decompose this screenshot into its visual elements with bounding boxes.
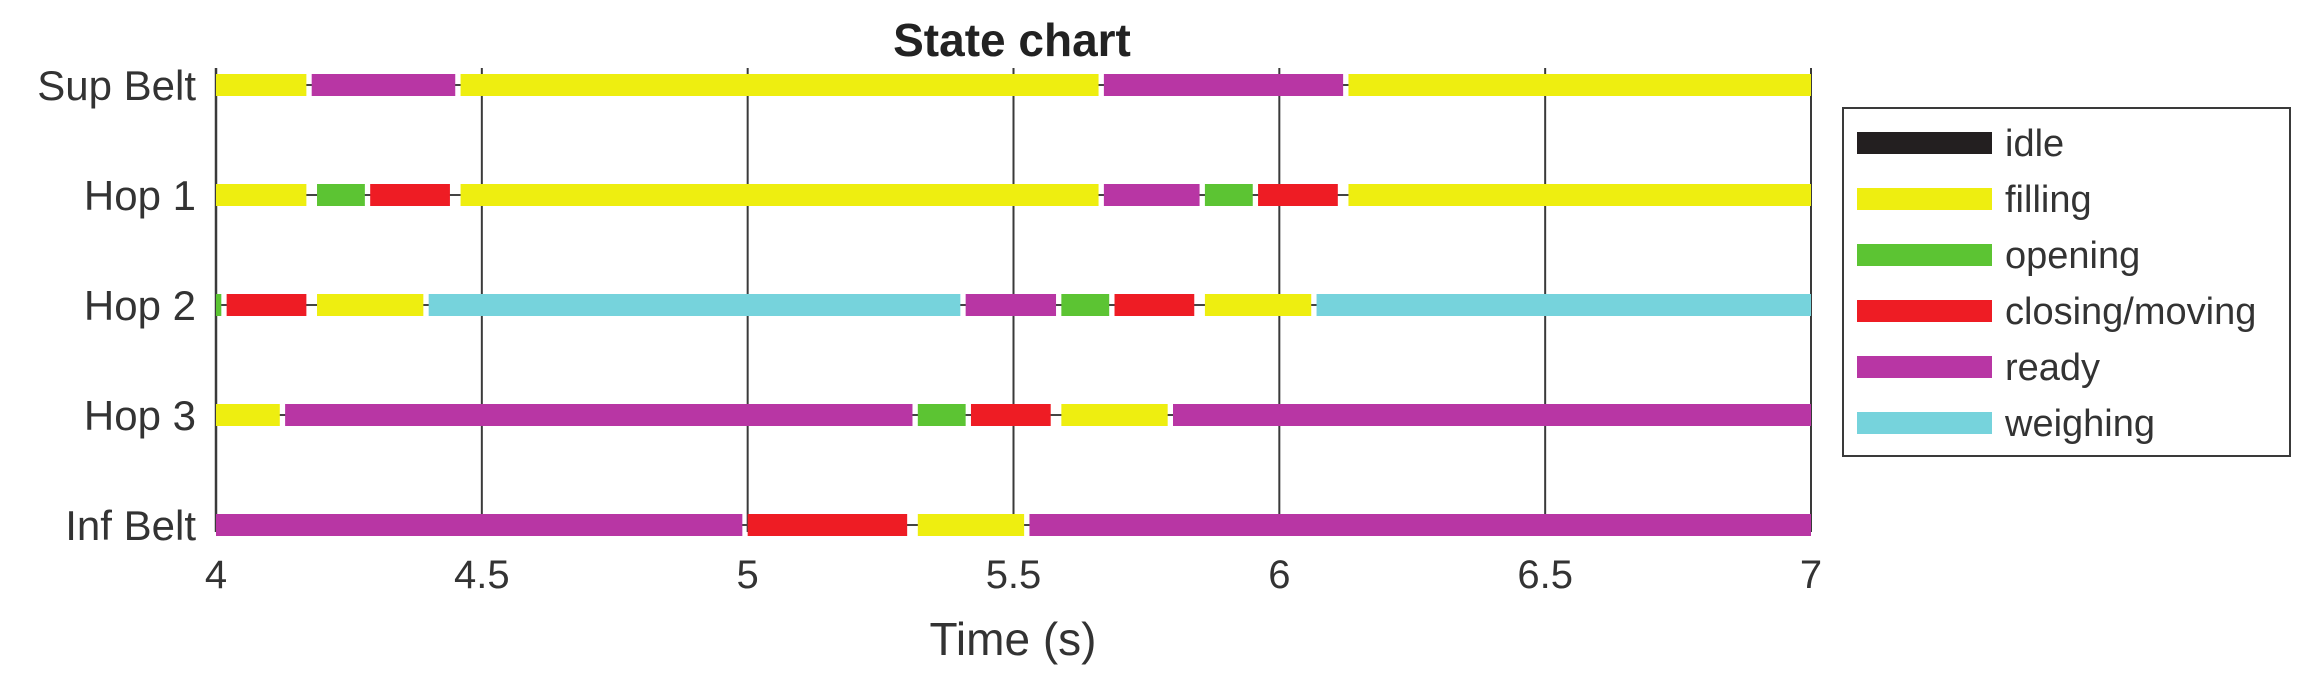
row-label: Hop 3 <box>84 392 196 439</box>
segment-opening <box>1204 184 1253 206</box>
legend-swatch <box>1857 188 1992 210</box>
legend-box <box>1842 107 2291 457</box>
segment-closing-moving <box>970 404 1051 426</box>
state-segments <box>216 74 1811 536</box>
legend-label: ready <box>2005 347 2100 389</box>
segment-ready <box>1103 184 1200 206</box>
row-label: Hop 2 <box>84 282 196 329</box>
legend-swatch <box>1857 300 1992 322</box>
legend-label: opening <box>2005 235 2140 277</box>
segment-filling <box>1348 74 1811 96</box>
segment-ready <box>216 514 743 536</box>
segment-closing-moving <box>370 184 450 206</box>
x-tick-label: 5.5 <box>986 553 1042 597</box>
row-label: Sup Belt <box>37 62 196 109</box>
x-tick-label: 6 <box>1268 553 1290 597</box>
segment-opening <box>216 294 222 316</box>
x-tick-labels: 4 4.5 5 5.5 6 6.5 7 <box>205 553 1822 597</box>
x-tick-label: 7 <box>1800 553 1822 597</box>
segment-filling <box>1204 294 1312 316</box>
row-label: Inf Belt <box>65 502 196 549</box>
chart-title: State chart <box>893 14 1131 66</box>
segment-closing-moving <box>747 514 908 536</box>
legend-swatch <box>1857 244 1992 266</box>
x-axis-label: Time (s) <box>930 613 1097 665</box>
legend-label: weighing <box>2004 403 2155 445</box>
segment-ready <box>965 294 1057 316</box>
segment-filling <box>216 404 280 426</box>
segment-filling <box>460 74 1099 96</box>
segment-filling <box>216 184 307 206</box>
x-tick-label: 4.5 <box>454 553 510 597</box>
row-label: Hop 1 <box>84 172 196 219</box>
legend-swatch <box>1857 356 1992 378</box>
segment-closing-moving <box>1258 184 1338 206</box>
x-tick-label: 4 <box>205 553 227 597</box>
legend-label: idle <box>2005 123 2064 165</box>
segment-opening <box>917 404 966 426</box>
segment-ready <box>1173 404 1811 426</box>
legend: idle filling opening closing/moving ready wei… <box>1842 107 2291 457</box>
legend-label: closing/moving <box>2005 291 2256 333</box>
segment-filling <box>917 514 1025 536</box>
segment-ready <box>1029 514 1811 536</box>
x-tick-label: 5 <box>737 553 759 597</box>
segment-filling <box>1061 404 1168 426</box>
segment-opening <box>317 184 365 206</box>
legend-label: filling <box>2005 179 2092 221</box>
segment-ready <box>311 74 456 96</box>
segment-opening <box>1061 294 1110 316</box>
segment-filling <box>460 184 1099 206</box>
legend-swatch <box>1857 132 1992 154</box>
segment-filling <box>317 294 424 316</box>
segment-filling <box>1348 184 1811 206</box>
segment-closing-moving <box>1114 294 1195 316</box>
segment-weighing <box>428 294 961 316</box>
x-tick-label: 6.5 <box>1517 553 1573 597</box>
segment-ready <box>285 404 913 426</box>
row-labels: Sup Belt Hop 1 Hop 2 Hop 3 Inf Belt <box>37 62 196 549</box>
segment-weighing <box>1316 294 1811 316</box>
segment-closing-moving <box>226 294 307 316</box>
segment-ready <box>1103 74 1344 96</box>
legend-swatch <box>1857 412 1992 434</box>
segment-filling <box>216 74 307 96</box>
